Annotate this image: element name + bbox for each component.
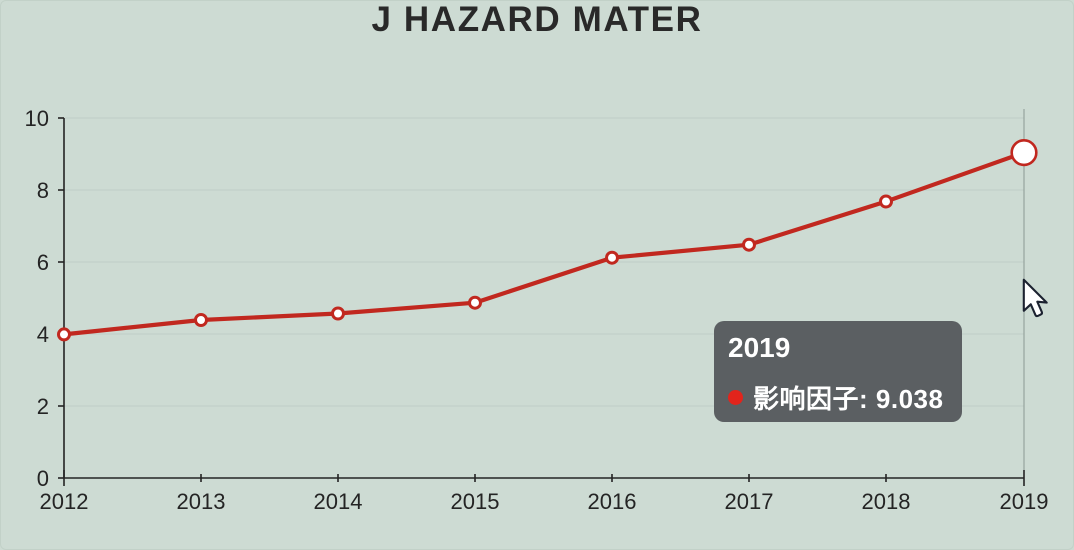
svg-text:2014: 2014 <box>314 489 363 514</box>
svg-text:6: 6 <box>37 250 49 275</box>
svg-text:2019: 2019 <box>1000 489 1049 514</box>
svg-text:0: 0 <box>37 466 49 491</box>
svg-text:2016: 2016 <box>588 489 637 514</box>
svg-text:2013: 2013 <box>177 489 226 514</box>
svg-text:10: 10 <box>25 106 49 131</box>
svg-text:2012: 2012 <box>40 489 89 514</box>
svg-text:2: 2 <box>37 394 49 419</box>
svg-text:2018: 2018 <box>862 489 911 514</box>
svg-text:2015: 2015 <box>451 489 500 514</box>
svg-text:2017: 2017 <box>725 489 774 514</box>
svg-text:4: 4 <box>37 322 49 347</box>
svg-text:8: 8 <box>37 178 49 203</box>
